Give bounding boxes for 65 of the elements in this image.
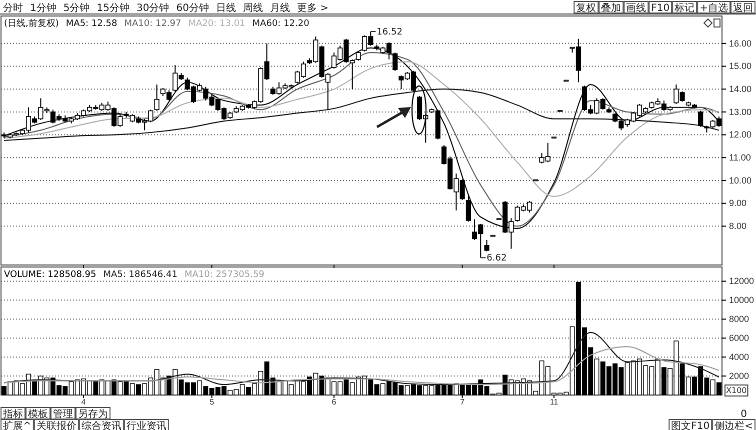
x-tick-label: 7 xyxy=(460,398,466,407)
line-series xyxy=(4,346,720,386)
candlestick xyxy=(698,110,704,128)
candlestick xyxy=(154,84,160,112)
text: 更多 > xyxy=(296,2,329,14)
text: MA60: 12.20 xyxy=(252,19,310,29)
text: 30分钟 xyxy=(136,2,170,14)
text: 行业资讯 xyxy=(126,420,166,430)
text: 标记 xyxy=(674,2,695,14)
text: MA10: 12.97 xyxy=(124,19,182,29)
text: MA20: 13.01 xyxy=(188,19,246,29)
candlestick xyxy=(392,52,398,72)
line-series xyxy=(4,88,720,142)
y-tick-label: 15.00 xyxy=(729,61,752,72)
text: 叠加 xyxy=(601,2,622,14)
text: 侧边栏< xyxy=(714,420,753,430)
annotation: 6.62 xyxy=(486,254,507,264)
x-tick-label: 4 xyxy=(81,398,86,407)
text: 周线 xyxy=(242,2,263,14)
y-tick-label: 13.00 xyxy=(729,106,752,117)
text: 复权 xyxy=(576,2,596,14)
text: 月线 xyxy=(270,2,290,14)
candlestick xyxy=(466,194,471,222)
y-tick-label: 11.00 xyxy=(729,152,751,163)
y-tick-label: 6000 xyxy=(729,332,750,343)
chart-title: (日线,前复权) xyxy=(4,18,59,29)
y-tick-label: 8000 xyxy=(729,314,750,324)
y-tick-label: 14.00 xyxy=(729,84,752,94)
text: +自选 xyxy=(700,2,728,14)
text: 管理 xyxy=(53,409,73,420)
y-tick-label: 9.00 xyxy=(729,198,747,208)
text: 0 xyxy=(740,409,747,420)
text: 5分钟 xyxy=(63,2,90,14)
text: MA5: 12.58 xyxy=(66,19,118,29)
text: 15分钟 xyxy=(96,2,130,14)
x-tick-label: 11 xyxy=(550,398,559,407)
text: 60分钟 xyxy=(176,2,209,14)
text: 另存为 xyxy=(78,408,108,420)
text: 图文F10 xyxy=(671,420,710,430)
x-tick-label: 6 xyxy=(332,398,337,407)
text: 分时 xyxy=(3,2,23,14)
y-tick-label: 4000 xyxy=(729,352,750,362)
annotation: 16.52 xyxy=(376,28,402,38)
y-tick-label: 12000 xyxy=(729,276,754,286)
text: F10 xyxy=(651,3,670,14)
text: 模板 xyxy=(28,408,48,420)
y-tick-label: 8.00 xyxy=(729,221,747,232)
y-tick-label: 10.00 xyxy=(729,175,752,186)
text: 返回 xyxy=(733,2,753,14)
y-tick-label: 2000 xyxy=(729,370,750,381)
x-tick-label: 5 xyxy=(210,398,215,407)
y-tick-label: 12.00 xyxy=(729,130,752,140)
y-axis-title: X100 xyxy=(726,386,747,395)
y-tick-label: 10000 xyxy=(729,295,754,306)
text: 日线 xyxy=(216,2,236,14)
y-tick-label: 16.00 xyxy=(729,38,752,48)
text: 指标 xyxy=(2,408,23,420)
text: MA5: 186546.41 xyxy=(103,270,178,280)
text: 画线 xyxy=(626,2,646,14)
text: VOLUME: 128508.95 xyxy=(4,270,96,280)
text: MA10: 257305.59 xyxy=(184,270,265,280)
candlestick xyxy=(356,50,361,62)
line-series xyxy=(4,61,720,198)
text: 1分钟 xyxy=(30,2,56,14)
candlestick xyxy=(484,239,490,252)
